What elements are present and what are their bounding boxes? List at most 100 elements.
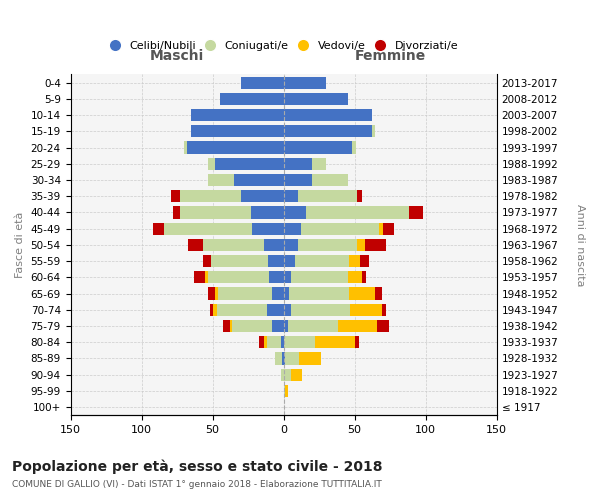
Bar — [217, 304, 266, 316]
Bar — [232, 320, 272, 332]
Bar — [194, 272, 205, 283]
Bar — [266, 304, 284, 316]
Bar — [379, 222, 383, 234]
Bar — [208, 158, 215, 170]
Bar — [289, 288, 349, 300]
Bar — [251, 206, 284, 218]
Text: Femmine: Femmine — [355, 49, 426, 63]
Bar — [284, 368, 291, 381]
Bar — [153, 222, 164, 234]
Legend: Celibi/Nubili, Coniugati/e, Vedovi/e, Divorziati/e: Celibi/Nubili, Coniugati/e, Vedovi/e, Di… — [105, 36, 463, 56]
Bar — [284, 142, 352, 154]
Bar — [272, 288, 284, 300]
Bar — [272, 320, 284, 332]
Bar — [284, 206, 307, 218]
Bar — [301, 222, 379, 234]
Bar — [284, 190, 298, 202]
Bar — [184, 142, 187, 154]
Bar — [218, 288, 272, 300]
Bar — [281, 368, 284, 381]
Bar — [338, 320, 377, 332]
Bar — [350, 304, 382, 316]
Bar — [349, 288, 374, 300]
Bar — [349, 255, 361, 267]
Bar — [284, 352, 285, 364]
Bar — [253, 222, 284, 234]
Text: Maschi: Maschi — [150, 49, 204, 63]
Bar — [383, 222, 394, 234]
Bar — [382, 304, 386, 316]
Bar — [180, 190, 241, 202]
Bar — [285, 352, 299, 364]
Bar — [212, 304, 217, 316]
Text: COMUNE DI GALLIO (VI) - Dati ISTAT 1° gennaio 2018 - Elaborazione TUTTITALIA.IT: COMUNE DI GALLIO (VI) - Dati ISTAT 1° ge… — [12, 480, 382, 489]
Bar — [284, 385, 285, 397]
Bar — [315, 336, 355, 348]
Bar — [259, 336, 264, 348]
Bar — [208, 288, 215, 300]
Bar — [223, 320, 230, 332]
Bar — [358, 190, 362, 202]
Y-axis label: Fasce di età: Fasce di età — [15, 212, 25, 278]
Bar — [281, 336, 284, 348]
Bar — [372, 125, 374, 138]
Bar — [284, 158, 312, 170]
Bar — [264, 239, 284, 251]
Bar — [284, 76, 326, 88]
Bar — [284, 222, 301, 234]
Bar — [352, 142, 356, 154]
Bar — [164, 222, 253, 234]
Bar — [362, 272, 366, 283]
Bar — [191, 109, 284, 121]
Bar — [266, 336, 281, 348]
Bar — [215, 158, 284, 170]
Bar — [234, 174, 284, 186]
Bar — [284, 304, 291, 316]
Bar — [284, 336, 315, 348]
Y-axis label: Anni di nascita: Anni di nascita — [575, 204, 585, 286]
Bar — [291, 304, 350, 316]
Bar — [312, 158, 326, 170]
Bar — [284, 255, 295, 267]
Bar — [377, 320, 389, 332]
Bar — [241, 190, 284, 202]
Bar — [298, 190, 358, 202]
Bar — [312, 174, 347, 186]
Bar — [188, 239, 203, 251]
Bar — [295, 255, 349, 267]
Bar — [307, 206, 409, 218]
Bar — [269, 272, 284, 283]
Bar — [215, 288, 218, 300]
Bar — [355, 336, 359, 348]
Bar — [264, 336, 266, 348]
Bar — [288, 320, 338, 332]
Bar — [203, 255, 211, 267]
Bar — [358, 239, 365, 251]
Bar — [210, 304, 212, 316]
Bar — [284, 174, 312, 186]
Bar — [187, 142, 284, 154]
Bar — [203, 239, 264, 251]
Bar — [211, 255, 268, 267]
Bar — [180, 206, 251, 218]
Bar — [205, 272, 208, 283]
Bar — [291, 272, 347, 283]
Bar — [284, 288, 289, 300]
Bar — [284, 109, 372, 121]
Bar — [173, 206, 180, 218]
Bar — [365, 239, 386, 251]
Bar — [291, 368, 302, 381]
Bar — [230, 320, 232, 332]
Bar — [191, 125, 284, 138]
Bar — [284, 239, 298, 251]
Bar — [282, 352, 284, 364]
Bar — [268, 255, 284, 267]
Bar — [284, 320, 288, 332]
Bar — [208, 174, 234, 186]
Bar — [299, 352, 320, 364]
Text: Popolazione per età, sesso e stato civile - 2018: Popolazione per età, sesso e stato civil… — [12, 460, 383, 474]
Bar — [298, 239, 358, 251]
Bar — [374, 288, 382, 300]
Bar — [361, 255, 369, 267]
Bar — [409, 206, 423, 218]
